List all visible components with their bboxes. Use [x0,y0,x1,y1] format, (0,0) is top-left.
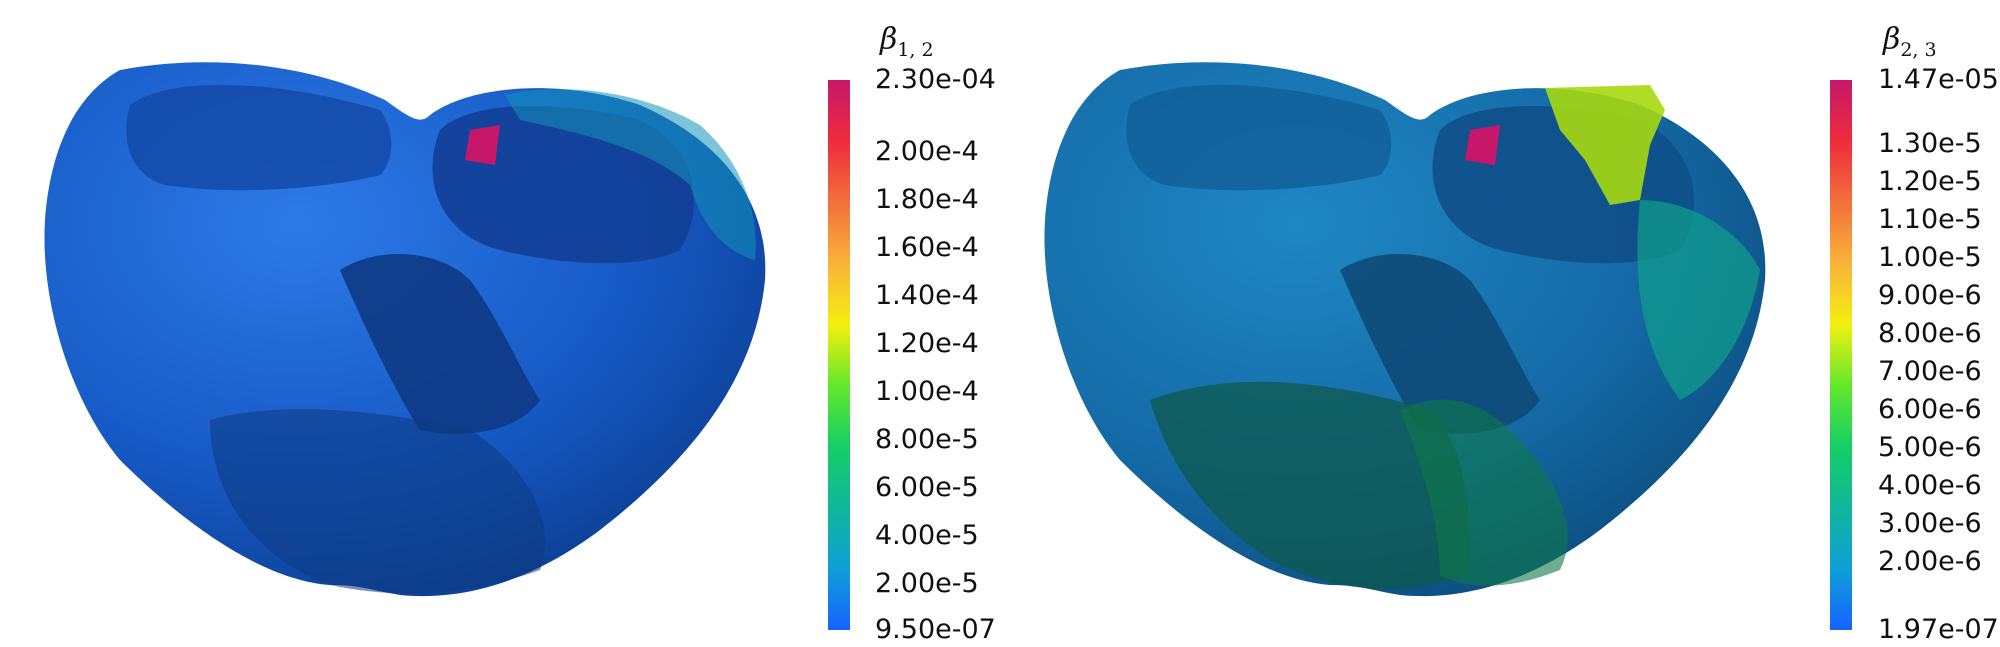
colorbar-gradient [1830,80,1852,630]
left-cavity-opening [1126,84,1392,191]
heart-mesh-render [1044,62,1766,597]
region-yellow-green-patch [1545,85,1665,205]
region-dark-green-lower [1150,381,1470,590]
valve-opening [340,253,540,434]
colorbar-tick-label: 1.00e-5 [1878,242,1982,274]
colorbar-tick-label: 4.00e-5 [875,520,979,552]
colorbar-title: β1, 2 [880,22,934,61]
colorbar-tick-label: 3.00e-6 [1878,507,1982,539]
colorbar-tick-label: 1.20e-4 [875,328,979,360]
colorbar-tick-label: 1.60e-4 [875,232,979,264]
colorbar-tick-label: 4.00e-6 [1878,469,1982,501]
panel-beta-1-2: β1, 2 2.30e-04 2.00e-4 1.80e-4 1.60e-4 1.40e… [44,22,996,645]
colorbar-tick-label: 9.00e-6 [1878,280,1982,312]
region-cyan-patch [505,89,756,261]
colorbar-tick-label: 1.00e-4 [875,376,979,408]
colorbar-tick-label: 9.50e-07 [875,614,996,645]
left-cavity-opening [126,84,392,191]
region-red-patch [1465,125,1500,165]
colorbar-tick-label: 1.10e-5 [1878,204,1982,236]
region-red-patch [465,125,500,165]
colorbar-tick-label: 1.40e-4 [875,280,979,312]
colorbar-tick-label: 1.20e-5 [1878,166,1982,198]
colorbar-tick-label: 8.00e-5 [875,424,979,456]
colorbar-tick-label: 1.80e-4 [875,184,979,216]
colorbar-tick-label: 6.00e-6 [1878,393,1982,425]
colorbar-gradient [828,80,850,630]
valve-opening [1340,253,1540,434]
panel-beta-2-3: β2, 3 1.47e-05 1.30e-5 1.20e-5 1.10e-5 1.00e… [1000,0,2000,647]
colorbar-tick-label: 7.00e-6 [1878,356,1982,387]
heart-mesh-render [44,62,766,597]
colorbar-title: β2, 3 [1883,22,1937,61]
colorbar-tick-label: 2.00e-4 [875,136,979,168]
colorbar-tick-label: 2.00e-6 [1878,545,1982,577]
colorbar-tick-label: 5.00e-6 [1878,431,1982,463]
colorbar-tick-label: 2.00e-5 [875,568,979,600]
colorbar-tick-label: 1.30e-5 [1878,128,1982,160]
region-dark-lower [210,409,546,594]
colorbar-tick-label: 2.30e-04 [875,64,996,95]
colorbar-tick-label: 8.00e-6 [1878,318,1982,350]
colorbar-tick-label: 1.47e-05 [1878,64,1999,95]
colorbar-tick-label: 6.00e-5 [875,472,979,504]
region-teal-patch [1637,200,1760,400]
region-green-lower-right [1400,399,1568,586]
colorbar-tick-label: 1.97e-07 [1878,614,1999,645]
